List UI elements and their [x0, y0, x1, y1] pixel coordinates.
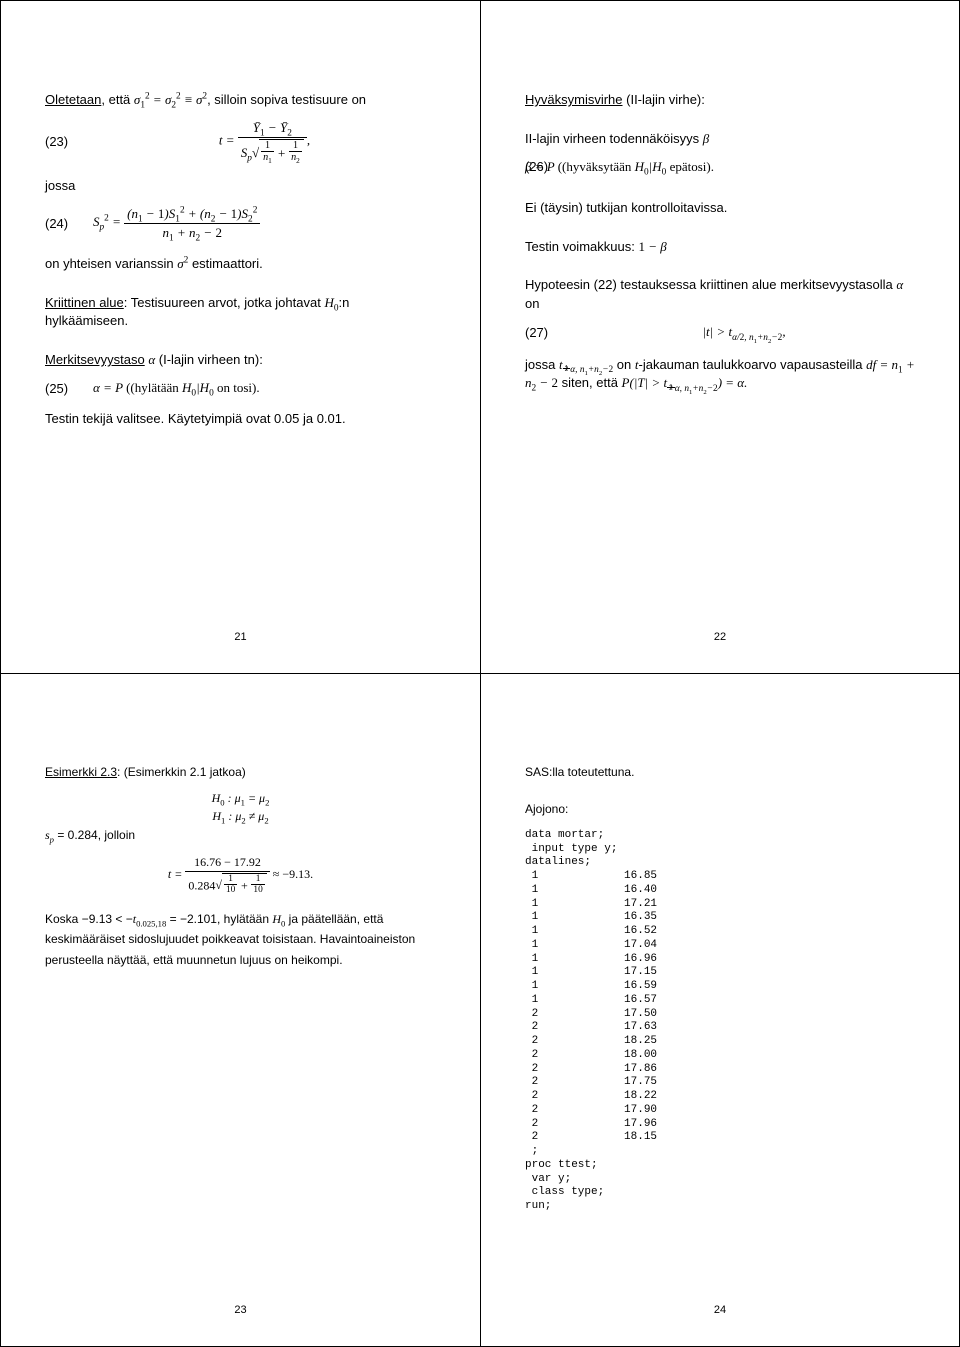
- eq23-num: (23): [45, 134, 93, 149]
- p22-jossa1: jossa: [525, 357, 559, 372]
- p21-intro-mid: , että: [101, 92, 134, 107]
- eq25-lead: (hylätään: [130, 380, 182, 395]
- p23-tapprox: ≈ −9.13.: [273, 867, 313, 881]
- page-23: Esimerkki 2.3: (Esimerkkin 2.1 jatkoa) H…: [1, 674, 480, 1346]
- p22-jossa2: on: [613, 357, 635, 372]
- p21-h0-1: H0: [324, 295, 338, 310]
- p23-sp-sym: sp: [45, 828, 54, 842]
- p23-esim-b: : (Esimerkkin 2.1 jatkoa): [117, 765, 246, 779]
- p23-tcrit: t0.025,18: [133, 912, 167, 926]
- p21-krit-b: : Testisuureen arvot, jotka johtavat: [124, 295, 325, 310]
- page-24: SAS:lla toteutettuna. Ajojono: data mort…: [480, 674, 959, 1346]
- p21-valitsee: Testin tekijä valitsee. Käytetyimpiä ova…: [45, 410, 436, 429]
- p21-sigma2: σ2: [177, 256, 188, 271]
- p23-sp-t: , jolloin: [98, 828, 135, 842]
- eq25-body: α = P ((hylätään H0|H0 on tosi).: [93, 380, 436, 396]
- p23-h0: H0 : μ1 = μ2: [45, 791, 436, 806]
- p22-hypot-a: Hypoteesin (22) testauksessa kriittinen …: [525, 277, 896, 292]
- p23-eq-t: t = 16.76 − 17.92 0.284110 + 110 ≈ −9.13…: [45, 855, 436, 895]
- page-22: Hyväksymisvirhe (II-lajin virhe): II-laj…: [480, 1, 959, 673]
- eq25-num: (25): [45, 381, 93, 396]
- p22-hypot-b: on: [525, 296, 539, 311]
- eq-24: (24) Sp2 = (n1 − 1)S12 + (n2 − 1)S22 n1 …: [45, 206, 436, 241]
- p23-koska: Koska −9.13 < −t0.025,18 = −2.101, hylät…: [45, 909, 436, 970]
- pagenum-24: 24: [714, 1304, 726, 1316]
- eq26-tail: epätosi).: [666, 159, 714, 174]
- p22-hyv-u: Hyväksymisvirhe: [525, 92, 623, 107]
- p22-jossa: jossa t12α, n1+n2−2 on t-jakauman tauluk…: [525, 356, 915, 394]
- p23-koska-a: Koska −9.13 < −: [45, 912, 133, 926]
- eq-25: (25) α = P ((hylätään H0|H0 on tosi).: [45, 380, 436, 396]
- eq26-lead: (hyväksytään: [562, 159, 635, 174]
- p21-jossa: jossa: [45, 177, 436, 196]
- p22-tval: t12α, n1+n2−2: [559, 357, 613, 372]
- p21-intro-end: , silloin sopiva testisuure on: [207, 92, 366, 107]
- eq26-body: β = P ((hyväksytään H0|H0 epätosi).: [525, 159, 915, 175]
- eq24-body: Sp2 = (n1 − 1)S12 + (n2 − 1)S22 n1 + n2 …: [93, 206, 436, 241]
- p24-sas: SAS:lla toteutettuna.: [525, 764, 915, 781]
- p22-alpha: α: [896, 277, 903, 292]
- p21-merk-u: Merkitsevyystaso: [45, 352, 145, 367]
- sheet: Oletetaan, että σ12 = σ22 ≡ σ2, silloin …: [0, 0, 960, 1347]
- p23-h0k: H0: [272, 912, 285, 926]
- p23-sp-val: = 0.284: [54, 828, 98, 842]
- p22-beta: β: [703, 131, 709, 146]
- p23-koska-b: = −2.101, hylätään: [166, 912, 272, 926]
- p21-intro-underline: Oletetaan: [45, 92, 101, 107]
- row-top: Oletetaan, että σ12 = σ22 ≡ σ2, silloin …: [1, 1, 959, 674]
- p24-ajojono: Ajojono:: [525, 801, 915, 818]
- p21-varest: on yhteisen varianssin σ2 estimaattori.: [45, 255, 436, 274]
- eq-27: (27) |t| > tα/2, n1+n2−2,: [525, 324, 915, 341]
- p21-krit-u: Kriittinen alue: [45, 295, 124, 310]
- p22-jossa4: siten, että: [558, 375, 622, 390]
- p21-varest-b: estimaattori.: [188, 256, 262, 271]
- p22-hypot: Hypoteesin (22) testauksessa kriittinen …: [525, 276, 915, 314]
- p21-merk-b: (I-lajin virheen tn):: [155, 352, 263, 367]
- p21-sigma-assume: σ12 = σ22 ≡ σ2: [134, 92, 207, 107]
- p24-code: data mortar; input type y; datalines; 1 …: [525, 829, 915, 1214]
- p21-varest-a: on yhteisen varianssin: [45, 256, 177, 271]
- p22-iiprob: II-lajin virheen todennäköisyys β: [525, 130, 915, 149]
- pagenum-21: 21: [234, 631, 246, 643]
- p22-1mb: 1 − β: [638, 239, 666, 254]
- pagenum-23: 23: [234, 1304, 246, 1316]
- eq27-num: (27): [525, 325, 573, 340]
- eq24-num: (24): [45, 216, 93, 231]
- p21-intro: Oletetaan, että σ12 = σ22 ≡ σ2, silloin …: [45, 91, 436, 110]
- p22-voima-t: Testin voimakkuus:: [525, 239, 638, 254]
- eq27-body: |t| > tα/2, n1+n2−2,: [573, 324, 915, 341]
- p22-prob: P(|T| > t12α, n1+n2−2) = α.: [622, 375, 748, 390]
- p22-jossa3: -jakauman taulukkoarvo vapausasteilla: [639, 357, 867, 372]
- page-21: Oletetaan, että σ12 = σ22 ≡ σ2, silloin …: [1, 1, 480, 673]
- p22-voima: Testin voimakkuus: 1 − β: [525, 238, 915, 257]
- p22-iiprob-t: II-lajin virheen todennäköisyys: [525, 131, 703, 146]
- eq-26: (26) β = P ((hyväksytään H0|H0 epätosi).: [525, 159, 915, 175]
- eq23-body: t = Ȳ1 − Ȳ2 Sp1n1 + 1n2 ,: [93, 120, 436, 163]
- p23-h1: H1 : μ2 ≠ μ2: [45, 809, 436, 824]
- row-bottom: Esimerkki 2.3: (Esimerkkin 2.1 jatkoa) H…: [1, 674, 959, 1346]
- p22-kontrol: Ei (täysin) tutkijan kontrolloitavissa.: [525, 199, 915, 218]
- p21-krit: Kriittinen alue: Testisuureen arvot, jot…: [45, 294, 436, 332]
- eq-23: (23) t = Ȳ1 − Ȳ2 Sp1n1 + 1n2 ,: [45, 120, 436, 163]
- p22-hyv-b: (II-lajin virhe):: [623, 92, 705, 107]
- eq25-tail: on tosi).: [214, 380, 260, 395]
- p23-sp: sp = 0.284, jolloin: [45, 827, 436, 844]
- p23-esim: Esimerkki 2.3: (Esimerkkin 2.1 jatkoa): [45, 764, 436, 781]
- p23-eq-t-body: t = 16.76 − 17.92 0.284110 + 110 ≈ −9.13…: [45, 855, 436, 895]
- p23-esim-u: Esimerkki 2.3: [45, 765, 117, 779]
- p21-merk: Merkitsevyystaso α (I-lajin virheen tn):: [45, 351, 436, 370]
- p22-hyv: Hyväksymisvirhe (II-lajin virhe):: [525, 91, 915, 110]
- pagenum-22: 22: [714, 631, 726, 643]
